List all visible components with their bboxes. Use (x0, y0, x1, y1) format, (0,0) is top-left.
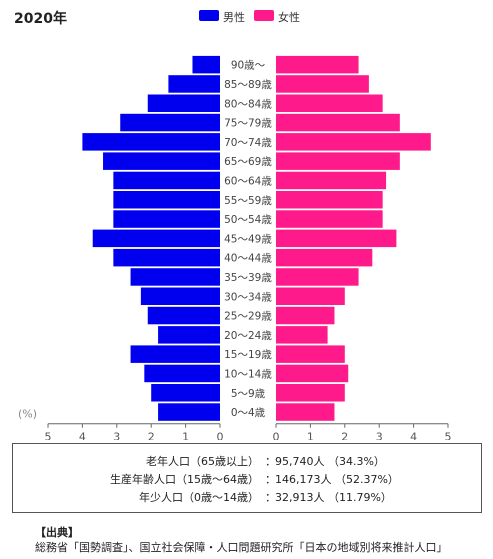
female-bar (276, 55, 359, 74)
female-bar (276, 75, 369, 93)
female-bar (276, 268, 359, 286)
male-bar (103, 152, 220, 170)
age-group-label: 40〜44歳 (224, 253, 272, 265)
right-tick-label: 3 (376, 431, 383, 440)
summary-value: 146,173人 （52.37%） (275, 473, 399, 486)
age-group-label: 35〜39歳 (224, 272, 272, 284)
right-tick-label: 5 (445, 431, 452, 440)
female-bar (276, 364, 349, 383)
summary-row-youth: 年少人口（0歳〜14歳） ： 32,913人 （11.79%） (13, 489, 481, 505)
summary-row-elderly: 老年人口（65歳以上） ： 95,740人 （34.3%） (13, 453, 481, 469)
male-bar (130, 345, 220, 363)
female-bar (276, 326, 328, 344)
population-pyramid-chart: 90歳〜 85〜89歳 80〜84歳 75〜79歳 70〜74歳 65〜69歳 60〜64歳… (18, 55, 452, 440)
age-group-label: 85〜89歳 (224, 79, 272, 91)
age-group-label: 70〜74歳 (224, 137, 272, 149)
legend-male-label: 男性 (223, 11, 245, 24)
right-tick-label: 1 (307, 431, 314, 440)
female-bar (276, 287, 345, 305)
source-title: 【出典】 (35, 526, 79, 539)
summary-label: 生産年齢人口（15歳〜64歳） (110, 473, 259, 486)
age-group-label: 55〜59歳 (224, 195, 272, 207)
male-bar (158, 326, 220, 344)
summary-value: 95,740人 （34.3%） (275, 455, 385, 468)
age-group-label: 0〜4歳 (231, 407, 266, 419)
age-group-label: 90歳〜 (231, 60, 266, 72)
left-tick-label: 2 (148, 431, 155, 440)
female-bar (276, 384, 345, 402)
female-bar (276, 345, 345, 363)
male-bar (113, 210, 220, 228)
age-group-label: 45〜49歳 (224, 233, 272, 245)
age-group-label: 65〜69歳 (224, 156, 272, 168)
population-summary-box: 老年人口（65歳以上） ： 95,740人 （34.3%） 生産年齢人口（15歳… (12, 443, 482, 513)
age-group-label: 30〜34歳 (224, 291, 272, 303)
male-bar (113, 191, 220, 209)
legend-male-swatch (199, 10, 219, 21)
male-bar (168, 75, 220, 93)
male-bar (147, 306, 220, 325)
left-tick-label: 5 (45, 431, 52, 440)
male-bar (144, 364, 220, 383)
age-group-label: 25〜29歳 (224, 311, 272, 323)
male-bar (92, 229, 220, 248)
male-bar (113, 171, 220, 190)
left-tick-label: 4 (79, 431, 86, 440)
female-bar (276, 210, 383, 228)
legend-female-swatch (254, 10, 274, 21)
legend: 男性 女性 (0, 0, 493, 30)
summary-label: 年少人口（0歳〜14歳） (139, 491, 259, 504)
female-bar (276, 94, 383, 112)
male-bar (147, 94, 220, 112)
male-bar (113, 248, 220, 267)
right-tick-label: 2 (341, 431, 348, 440)
male-bar (130, 268, 220, 286)
male-bar (151, 384, 220, 402)
age-group-label: 80〜84歳 (224, 98, 272, 110)
left-tick-label: 0 (217, 431, 224, 440)
female-bar (276, 191, 383, 209)
chart-year-label: 2020年 (14, 11, 67, 27)
age-group-label: 20〜24歳 (224, 330, 272, 342)
summary-colon: ： (265, 491, 276, 504)
summary-value: 32,913人 （11.79%） (275, 491, 392, 504)
summary-colon: ： (265, 473, 276, 486)
summary-label: 老年人口（65歳以上） (146, 455, 259, 468)
right-tick-label: 0 (273, 431, 280, 440)
female-bar (276, 152, 400, 170)
male-bar (192, 55, 220, 74)
age-group-label: 50〜54歳 (224, 214, 272, 226)
female-bar (276, 171, 387, 190)
male-bar (82, 133, 221, 151)
female-bar (276, 403, 335, 421)
left-tick-label: 1 (182, 431, 189, 440)
female-bar (276, 248, 373, 267)
female-bar (276, 229, 397, 248)
unit-label: (%) (18, 408, 37, 421)
legend-female-label: 女性 (278, 11, 300, 24)
age-group-label: 75〜79歳 (224, 118, 272, 130)
female-bar (276, 306, 335, 325)
age-group-label: 15〜19歳 (224, 349, 272, 361)
summary-row-working-age: 生産年齢人口（15歳〜64歳） ： 146,173人 （52.37%） (13, 471, 481, 487)
male-bar (120, 113, 220, 132)
age-group-label: 10〜14歳 (224, 368, 272, 380)
age-group-label: 5〜9歳 (231, 388, 266, 400)
male-bar (158, 403, 220, 421)
left-tick-label: 3 (113, 431, 120, 440)
right-tick-label: 4 (410, 431, 417, 440)
female-bar (276, 113, 400, 132)
source-text: 総務省「国勢調査」、国立社会保障・人口問題研究所「日本の地域別将来推計人口」 (35, 541, 448, 554)
summary-colon: ： (265, 455, 276, 468)
female-bar (276, 133, 431, 151)
male-bar (140, 287, 220, 305)
age-group-label: 60〜64歳 (224, 175, 272, 187)
